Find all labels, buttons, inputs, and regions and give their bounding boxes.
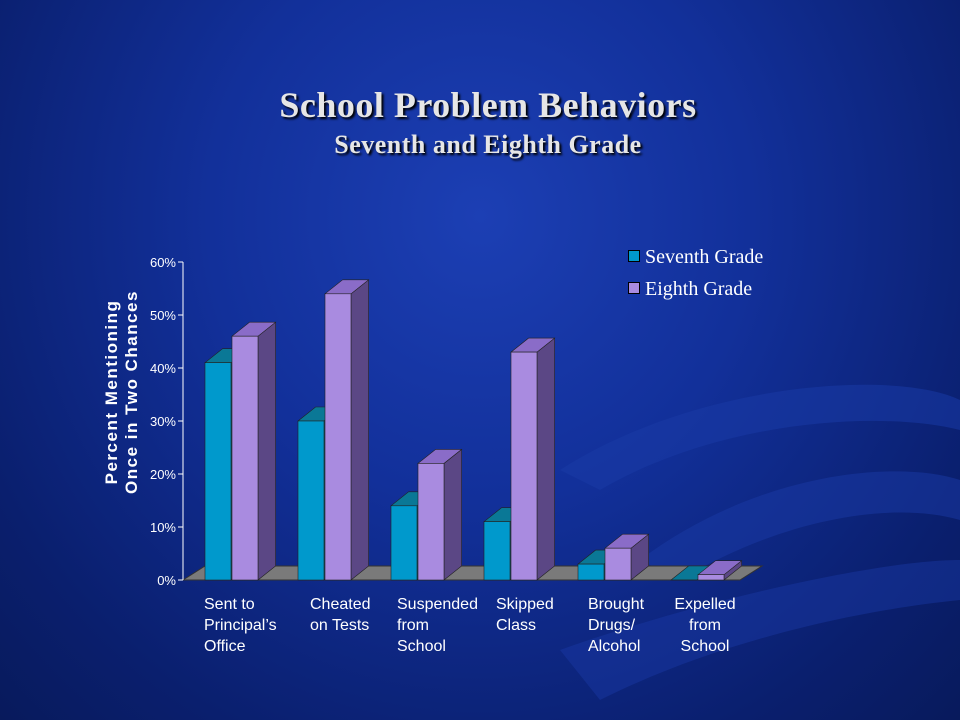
bar-eighth-grade [417,448,463,581]
category-label: Skipped Class [496,596,554,634]
chart-title: School Problem Behaviors [279,85,697,125]
legend-label-seventh: Seventh Grade [645,246,764,268]
y-tick-label: 40% [150,361,176,376]
y-tick-label: 20% [150,467,176,482]
category-label: Cheated on Tests [310,596,371,634]
legend-item-eighth: Eighth Grade [628,278,752,301]
y-tick-label: 30% [150,414,176,429]
bar-eighth-grade [231,321,277,581]
legend-label-eighth: Eighth Grade [645,278,753,300]
category-label: Sent to Principal’s Office [204,596,277,655]
y-tick-label: 60% [150,255,176,270]
bar-eighth-grade [324,279,370,581]
y-tick-label: 10% [150,520,176,535]
chart-subtitle: Seventh and Eighth Grade [334,130,642,159]
legend-swatch-eighth [628,282,640,294]
legend-swatch-seventh [628,250,640,262]
category-label: Brought Drugs/Alcohol [588,596,645,655]
y-axis-label-line2: Once in Two Chances [122,290,141,494]
bar-eighth-grade [604,533,650,581]
y-axis-label: Percent Mentioning [102,300,121,485]
y-tick-label: 0% [157,573,176,588]
legend-item-seventh: Seventh Grade [628,246,763,269]
bar-eighth-grade [697,560,743,581]
category-label: Suspended from School [397,596,478,655]
y-tick-label: 50% [150,308,176,323]
bar-eighth-grade [510,337,556,581]
category-label: Expelled from School [674,596,736,655]
